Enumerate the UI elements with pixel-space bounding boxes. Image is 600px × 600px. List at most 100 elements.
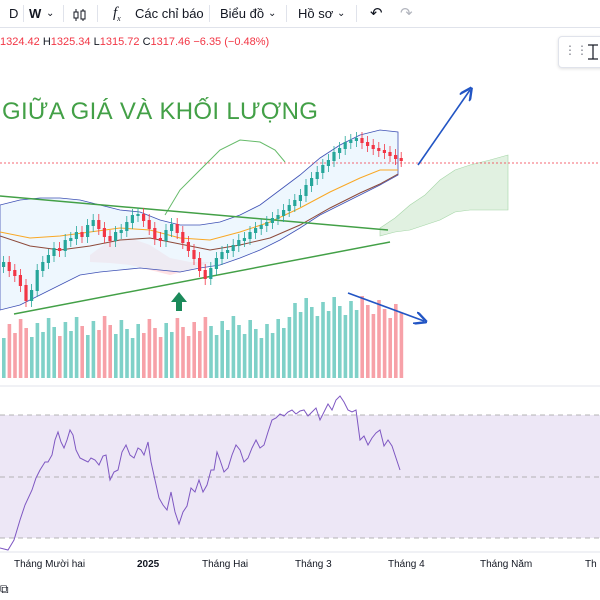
volume-bar [343,315,348,378]
candle-body [360,138,364,143]
rsi-band [0,415,600,538]
ohlc-open-value: 1324.42 [0,36,40,48]
volume-bar [304,298,308,378]
candle-body [7,262,11,271]
indicators-fx-icon[interactable]: fx [113,5,121,23]
candle-body [349,140,353,143]
volume-bar [332,297,336,378]
volume-bar [35,323,40,378]
volume-bar [214,335,219,378]
volume-bar [226,330,230,378]
candle-body [354,138,358,141]
chart-type-button[interactable]: Biểu đồ [220,6,265,21]
volume-trend-arrow [347,292,424,321]
candle-body [332,152,336,161]
toolbar-divider [286,5,287,22]
ohlc-legend: 1324.42 H1325.34 L1315.72 C1317.46 −6.35… [0,36,269,48]
volume-bar [186,336,191,378]
candle-body [209,268,213,279]
volume-bar [114,334,118,378]
candle-body [304,185,308,196]
candle-body [147,220,151,229]
floating-drawing-toolbar[interactable]: ⋮⋮ [558,36,600,68]
ohlc-high-value: 1325.34 [50,36,91,48]
interval-chevron-down-icon[interactable]: ⌄ [46,8,55,19]
volume-bar [399,313,404,378]
candle-body [343,142,347,149]
ma-line-brown [0,173,399,251]
volume-bar [388,318,392,378]
candle-body [18,275,22,286]
candle-body [175,224,179,233]
candle-body [371,145,375,149]
candle-body [97,220,101,229]
candle-body [80,232,84,237]
chart-annotation-headline: GIỮA GIÁ VÀ KHỐI LƯỢNG [2,98,319,125]
candle-body [203,270,207,279]
candle-body [125,222,129,231]
indicators-button[interactable]: Các chỉ báo [135,6,204,21]
volume-bar [259,338,264,378]
volume-bar [360,296,364,378]
volume-bar [293,303,297,378]
candle-body [265,222,269,226]
volume-bar [41,332,45,378]
rsi-line [0,395,401,551]
symbol-label[interactable]: D [9,6,19,21]
volume-bar [276,319,280,378]
candle-body [108,236,112,241]
ohlc-low-value: 1315.72 [99,36,140,48]
candle-body [248,232,252,239]
volume-bar [181,327,185,378]
candle-body [338,148,342,153]
candle-body [58,248,62,251]
volume-bar [231,316,236,378]
candle-body [114,232,118,241]
chart-type-chevron-down-icon[interactable]: ⌄ [268,8,277,19]
trend-arrow-up [417,90,470,166]
candle-body [186,242,190,251]
candle-body [41,262,45,271]
candle-body [259,225,263,229]
drag-handle-icon[interactable]: ⋮⋮ [564,43,588,57]
volume-bar [18,319,23,378]
candle-body [231,245,235,251]
undo-icon[interactable]: ↶ [370,5,383,22]
candle-body [24,285,28,301]
volume-bar [7,324,12,378]
volume-bar [142,333,146,378]
candle-body [310,178,314,186]
candles-chart-icon[interactable] [72,0,88,27]
volume-bar [237,325,241,378]
volume-bar [158,337,163,378]
volume-bar [119,320,124,378]
volume-bar [298,312,303,378]
volume-bar [108,325,112,378]
toolbar-divider [356,5,357,22]
candle-body [35,270,39,291]
volume-bar [130,338,135,378]
time-label-apr: Tháng 4 [388,559,425,570]
volume-bar [69,331,73,378]
volume-bar [13,333,17,378]
profile-button[interactable]: Hồ sơ [298,6,334,21]
volume-bar [102,316,107,378]
top-toolbar: D W ⌄ fx Các chỉ báo Biểu đồ ⌄ Hồ sơ ⌄ ↶… [0,0,600,28]
profile-chevron-down-icon[interactable]: ⌄ [337,8,346,19]
volume-bar [86,335,90,378]
ohlc-close-label: C [142,36,151,48]
volume-bar [354,310,359,378]
settings-icon[interactable]: ⧉ [0,582,9,596]
redo-icon[interactable]: ↷ [400,5,413,22]
candle-body [119,230,123,233]
volume-bar [270,333,275,378]
ma-line-orange [0,169,398,241]
volume-bar [349,301,353,378]
candle-body [164,230,168,241]
volume-bar [63,322,68,378]
volume-bar [97,330,101,378]
candle-body [321,165,325,173]
interval-button[interactable]: W [29,6,42,21]
measure-tool-icon[interactable] [585,43,600,61]
